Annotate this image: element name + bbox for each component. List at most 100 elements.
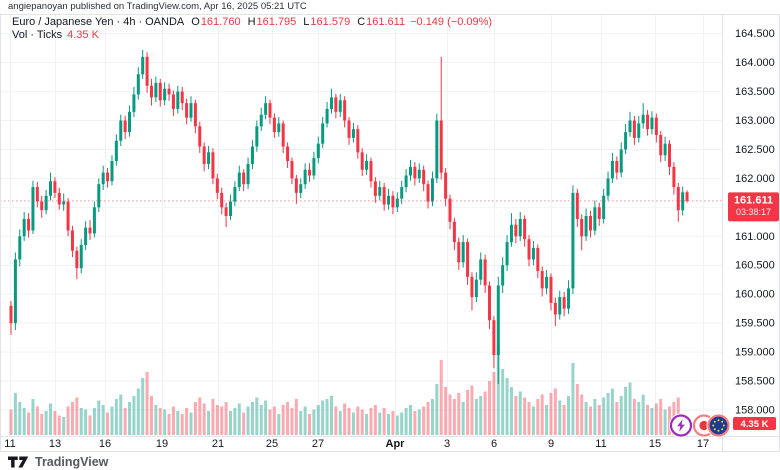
candle-body — [619, 149, 623, 173]
tradingview-logo[interactable]: TradingView — [8, 455, 108, 469]
volume-bar — [553, 388, 557, 435]
interval-label[interactable]: 4h — [123, 16, 136, 28]
candle-body — [474, 279, 478, 298]
candle-body — [185, 103, 189, 118]
volume-bar — [373, 405, 377, 435]
volume-bar — [92, 408, 96, 435]
time-tick-label: 13 — [49, 438, 61, 450]
candle-body — [334, 97, 338, 112]
volume-bar — [233, 408, 237, 435]
volume-badge — [733, 417, 776, 430]
candle-body — [360, 152, 364, 170]
price-tick-label: 158.000 — [735, 404, 775, 416]
candle-body — [31, 187, 35, 231]
lightning-icon[interactable] — [669, 413, 693, 438]
volume-bar — [237, 403, 241, 435]
candle-body — [92, 207, 96, 234]
volume-bar — [527, 402, 531, 435]
candle-body — [49, 181, 53, 196]
volume-bar — [49, 403, 53, 435]
candle-body — [461, 242, 465, 263]
candle-body — [215, 178, 219, 193]
candle-body — [343, 100, 347, 121]
volume-bar — [229, 411, 232, 435]
eu-stars — [712, 419, 725, 432]
candle-body — [632, 120, 636, 138]
volume-bar — [580, 394, 584, 435]
high-value: 161.795 — [256, 16, 297, 28]
volume-bar — [88, 415, 92, 435]
close-value: 161.611 — [366, 16, 406, 28]
candle-body — [668, 143, 671, 167]
volume-bar — [391, 411, 395, 435]
volume-bar — [79, 408, 83, 435]
candle-body — [540, 271, 544, 289]
candle-body — [676, 187, 680, 211]
volume-bar — [27, 412, 31, 435]
volume-bar — [474, 399, 478, 435]
candle-body — [145, 56, 149, 86]
volume-bar — [277, 414, 281, 435]
volume-bar — [422, 406, 426, 435]
legend-symbol-row: Euro / Japanese Yen · 4h · OANDA O161.760 H161… — [12, 16, 493, 28]
volume-bar — [408, 405, 412, 435]
open-value: 161.760 — [200, 16, 241, 28]
candle-body — [211, 152, 215, 179]
candle-body — [395, 198, 399, 208]
volume-bar — [650, 408, 654, 435]
candle-body — [9, 305, 13, 324]
candle-body — [637, 123, 641, 138]
price-tick-label: 164.000 — [735, 57, 775, 69]
eu-flag-icon[interactable] — [706, 413, 731, 438]
candle-body — [13, 259, 17, 324]
volume-bar — [549, 393, 553, 435]
candle-body — [316, 143, 320, 159]
volume-bar — [562, 405, 566, 435]
volume-bar — [84, 409, 88, 435]
attribution-text: angiepanoyan published on TradingView.co… — [8, 1, 307, 12]
volume-bar — [395, 415, 399, 435]
candle-body — [167, 88, 171, 95]
volume-bar — [536, 399, 540, 435]
candle-body — [681, 192, 685, 211]
candle-body — [171, 94, 175, 109]
volume-bar — [70, 402, 74, 435]
volume-label[interactable]: Vol · Ticks — [12, 29, 63, 41]
volume-bar — [101, 405, 105, 435]
candle-body — [646, 114, 650, 130]
symbol-name[interactable]: Euro / Japanese Yen — [12, 16, 114, 28]
candle-body — [470, 276, 474, 298]
candle-body — [553, 302, 557, 315]
volume-bar — [62, 417, 66, 435]
candle-body — [220, 192, 224, 208]
candle-body — [356, 129, 360, 153]
candle-body — [448, 198, 452, 222]
volume-bar — [44, 411, 48, 435]
exchange-label: OANDA — [145, 16, 185, 28]
volume-bar — [509, 387, 513, 435]
price-tick-label: 160.500 — [735, 260, 775, 272]
volume-bar — [461, 402, 465, 435]
candle-body — [387, 195, 391, 205]
volume-bar — [13, 393, 17, 435]
candle-body — [158, 82, 162, 101]
volume-bar — [505, 378, 509, 435]
candle-body — [40, 201, 44, 211]
price-badge-value: 161.611 — [734, 194, 773, 206]
price-tick-label: 158.500 — [735, 376, 775, 388]
volume-bar — [207, 411, 211, 435]
candle-body — [650, 117, 654, 130]
volume-bar — [242, 412, 246, 435]
candle-body — [321, 123, 325, 144]
time-tick-label: 19 — [156, 438, 168, 450]
volume-bar — [439, 360, 443, 435]
candle-body — [312, 158, 316, 176]
candle-body — [466, 242, 470, 277]
time-tick-label: 15 — [649, 438, 661, 450]
volume-bar — [215, 405, 219, 435]
volume-bar — [259, 405, 263, 435]
volume-bar — [615, 402, 619, 435]
volume-bar — [114, 399, 118, 435]
candle-body — [123, 120, 127, 133]
